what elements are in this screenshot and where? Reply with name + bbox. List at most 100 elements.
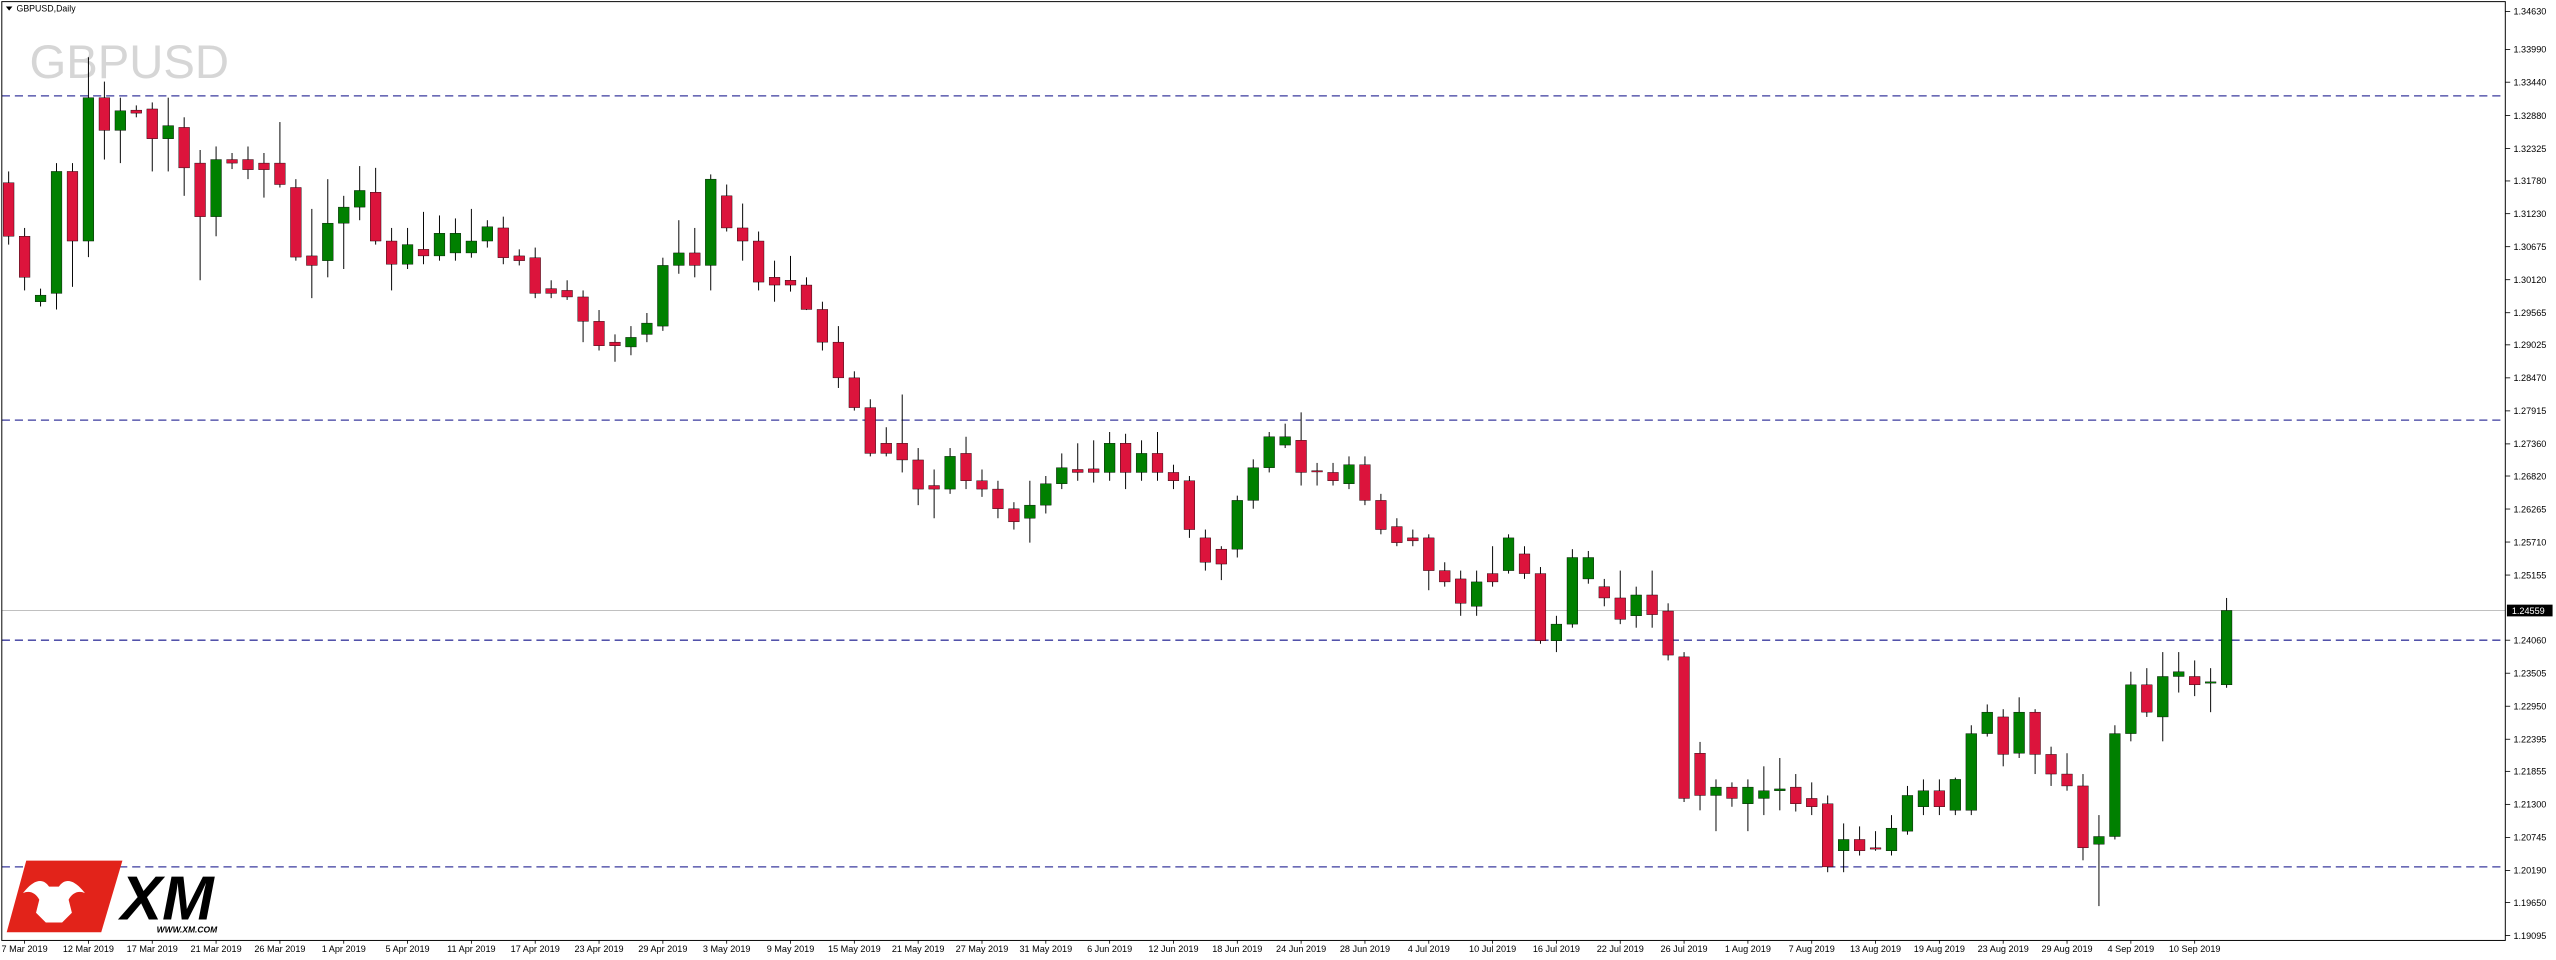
candle-body: [2189, 676, 2201, 686]
candle-body: [481, 226, 493, 242]
candle-body: [2109, 733, 2121, 837]
candle-body: [1646, 594, 1658, 615]
candle-body: [561, 290, 573, 298]
x-tick-label: 13 Aug 2019: [1850, 944, 1901, 954]
x-tick-label: 16 Jul 2019: [1533, 944, 1580, 954]
candle-body: [1614, 597, 1626, 620]
candle-body: [2173, 671, 2185, 677]
candle-body: [1502, 537, 1515, 571]
y-tick-label: 1.34630: [2513, 7, 2546, 17]
candle-body: [2125, 684, 2137, 734]
candle-body: [1933, 790, 1945, 807]
candle-body: [1072, 469, 1084, 473]
y-tick-label: 1.29025: [2513, 340, 2546, 350]
x-tick-label: 1 Apr 2019: [322, 944, 366, 954]
candle-body: [705, 178, 717, 266]
candle-body: [625, 337, 637, 348]
candle-body: [1582, 557, 1594, 580]
candle-body: [1662, 610, 1674, 656]
candle-body: [306, 255, 318, 266]
y-tick-label: 1.20190: [2513, 866, 2546, 876]
xm-logo: XM WWW.XM.COM: [6, 860, 218, 934]
candle-body: [784, 280, 797, 286]
x-tick-label: 17 Apr 2019: [511, 944, 560, 954]
y-tick-label: 1.23505: [2513, 668, 2546, 678]
logo-bull: [22, 880, 85, 923]
candle-body: [50, 171, 63, 294]
y-tick-label: 1.21300: [2513, 800, 2546, 810]
candle-body: [1199, 537, 1211, 563]
candle-body: [896, 443, 908, 461]
x-tick-label: 7 Aug 2019: [1789, 944, 1835, 954]
candle-body: [1726, 786, 1738, 799]
y-tick-label: 1.22950: [2513, 701, 2546, 711]
candle-body: [1854, 839, 1866, 851]
candle-body: [1327, 472, 1339, 481]
candle-body: [816, 309, 829, 343]
candle-body: [98, 97, 110, 131]
candle-body: [178, 127, 190, 169]
y-tick-label: 1.24060: [2513, 635, 2546, 645]
x-tick-label: 26 Mar 2019: [254, 944, 305, 954]
candle-body: [1359, 464, 1371, 501]
candle-body: [960, 453, 972, 481]
logo-text: XM: [118, 864, 215, 933]
y-tick-label: 1.30120: [2513, 275, 2546, 285]
x-tick-label: 1 Aug 2019: [1725, 944, 1771, 954]
current-price-box: [2506, 604, 2553, 617]
candle-body: [1024, 504, 1036, 519]
candle-body: [82, 97, 95, 242]
candle-body: [1247, 467, 1259, 501]
candle-body: [641, 322, 653, 335]
x-tick-label: 9 May 2019: [767, 944, 815, 954]
candle-body: [721, 195, 733, 229]
candle-body: [2045, 754, 2057, 775]
candle-body: [1231, 500, 1243, 550]
candle-body: [1104, 443, 1116, 473]
candle-body: [2077, 785, 2089, 849]
candle-body: [1566, 557, 1578, 625]
candle-body: [274, 162, 286, 185]
menu-arrow[interactable]: [5, 6, 13, 11]
candle-body: [210, 159, 222, 217]
x-tick-label: 31 May 2019: [1019, 944, 1072, 954]
candle-body: [1518, 553, 1531, 574]
candle-body: [3, 182, 15, 237]
x-tick-label: 7 Mar 2019: [2, 944, 48, 954]
y-tick-label: 1.26820: [2513, 471, 2546, 481]
plot-frame: [1, 1, 2506, 941]
x-tick-label: 29 Apr 2019: [638, 944, 687, 954]
candle-body: [354, 190, 366, 208]
y-tick-label: 1.21855: [2513, 767, 2546, 777]
y-tick-label: 1.28470: [2513, 373, 2546, 383]
candle-body: [1040, 483, 1052, 506]
back-layer: [1, 95, 2506, 868]
candle-body: [1183, 480, 1196, 530]
candle-body: [1295, 440, 1307, 473]
y-tick-label: 1.25155: [2513, 570, 2546, 580]
y-tick-label: 1.30675: [2513, 242, 2546, 252]
candle-body: [370, 192, 382, 242]
candle-body: [1471, 581, 1483, 607]
candle-body: [609, 341, 621, 346]
y-tick-label: 1.29565: [2513, 308, 2546, 318]
y-tick-label: 1.32880: [2513, 111, 2546, 121]
candle-body: [992, 488, 1004, 509]
candle-body: [1550, 623, 1563, 641]
y-tick-label: 1.33990: [2513, 45, 2546, 55]
candle-body: [1774, 788, 1786, 791]
x-tick-label: 4 Sep 2019: [2108, 944, 2155, 954]
logo-url: WWW.XM.COM: [157, 924, 218, 934]
candle-body: [194, 162, 206, 217]
candle-body: [1008, 508, 1020, 523]
candle-body: [657, 265, 669, 327]
candle-body: [1423, 537, 1435, 571]
candle-body: [593, 321, 605, 346]
candle-body: [689, 252, 701, 266]
x-tick-label: 12 Jun 2019: [1148, 944, 1198, 954]
candle-body: [848, 377, 860, 408]
candle-body: [1135, 453, 1148, 473]
candle-body: [1742, 786, 1754, 804]
x-tick-label: 10 Sep 2019: [2169, 944, 2221, 954]
